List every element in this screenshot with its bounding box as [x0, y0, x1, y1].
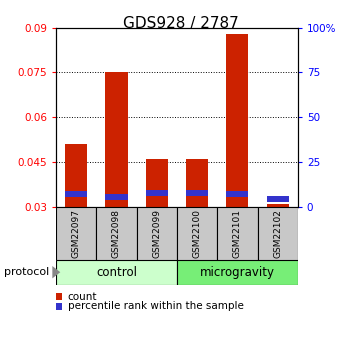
Bar [136, 207, 177, 260]
Text: protocol: protocol [4, 267, 49, 277]
Bar [105, 194, 127, 199]
Bar [96, 207, 136, 260]
Bar [186, 190, 208, 196]
Bar [266, 204, 289, 207]
Bar [257, 207, 298, 260]
Bar [226, 33, 248, 207]
Bar [266, 196, 289, 201]
Text: percentile rank within the sample: percentile rank within the sample [68, 301, 244, 311]
Text: microgravity: microgravity [200, 266, 275, 279]
Text: GSM22099: GSM22099 [152, 209, 161, 258]
Bar [105, 72, 127, 207]
Bar [145, 159, 168, 207]
Bar [177, 207, 217, 260]
Text: GSM22100: GSM22100 [192, 209, 201, 258]
Bar [56, 260, 177, 285]
Text: count: count [68, 292, 97, 302]
Text: GDS928 / 2787: GDS928 / 2787 [123, 16, 238, 30]
Text: GSM22098: GSM22098 [112, 209, 121, 258]
Text: GSM22097: GSM22097 [71, 209, 81, 258]
Text: GSM22102: GSM22102 [273, 209, 282, 258]
Text: control: control [96, 266, 137, 279]
Bar [65, 190, 87, 197]
Bar [186, 159, 208, 207]
Text: GSM22101: GSM22101 [233, 209, 242, 258]
Bar [226, 191, 248, 197]
Bar [145, 190, 168, 196]
Bar [65, 144, 87, 207]
Bar [56, 207, 96, 260]
Bar [217, 207, 257, 260]
Bar [177, 260, 298, 285]
